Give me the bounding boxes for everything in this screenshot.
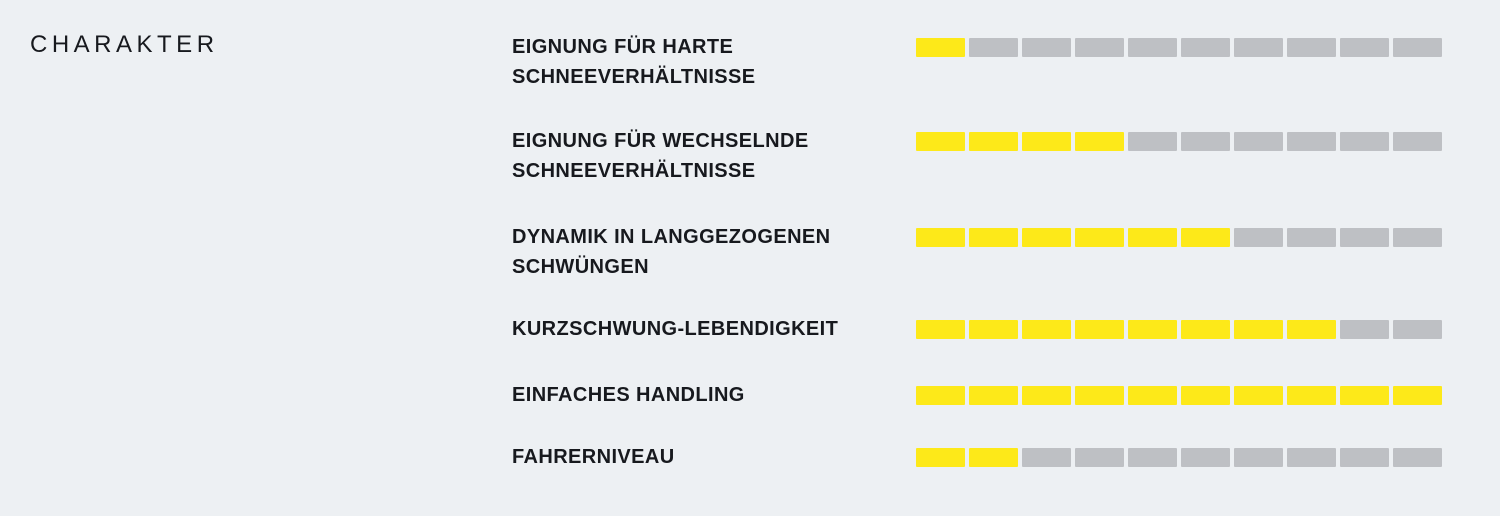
rating-segment-filled (1075, 385, 1124, 405)
rating-segment-empty (1340, 447, 1389, 467)
rating-segment-filled (1128, 385, 1177, 405)
rating-segment-empty (1075, 447, 1124, 467)
rating-segment-filled (1234, 319, 1283, 339)
rating-segment-empty (1393, 447, 1442, 467)
rating-segment-filled (1022, 131, 1071, 151)
rating-segment-filled (1075, 131, 1124, 151)
rating-segment-filled (969, 131, 1018, 151)
rating-segment-empty (1022, 447, 1071, 467)
rating-segment-filled (1393, 385, 1442, 405)
rating-segment-empty (1340, 37, 1389, 57)
rating-segment-empty (1128, 447, 1177, 467)
rating-row: EINFACHES HANDLING (512, 380, 1442, 410)
rating-segment-empty (1287, 447, 1336, 467)
rating-segment-empty (1340, 131, 1389, 151)
rating-segment-filled (1075, 319, 1124, 339)
rating-segment-empty (1393, 319, 1442, 339)
rating-label: EIGNUNG FÜR WECHSELNDE SCHNEEVERHÄLTNISS… (512, 130, 809, 182)
rating-row: FAHRERNIVEAU (512, 442, 1442, 472)
rating-segment-filled (969, 385, 1018, 405)
rating-bar (916, 319, 1442, 339)
rating-segment-empty (1234, 227, 1283, 247)
rating-row: EIGNUNG FÜR WECHSELNDE SCHNEEVERHÄLTNISS… (512, 126, 1442, 186)
rating-row: EIGNUNG FÜR HARTE SCHNEEVERHÄLTNISSE (512, 32, 1442, 92)
rating-segment-filled (1022, 319, 1071, 339)
rating-segment-filled (1287, 385, 1336, 405)
rating-segment-empty (1075, 37, 1124, 57)
rating-label: EIGNUNG FÜR HARTE SCHNEEVERHÄLTNISSE (512, 36, 756, 88)
rating-segment-filled (1022, 385, 1071, 405)
rating-bar (916, 227, 1442, 247)
rating-segment-filled (969, 447, 1018, 467)
rating-row: DYNAMIK IN LANGGEZOGENEN SCHWÜNGEN (512, 222, 1442, 282)
rating-segment-empty (1128, 37, 1177, 57)
rating-segment-filled (1181, 319, 1230, 339)
rating-segment-empty (1181, 131, 1230, 151)
rating-segment-empty (1181, 447, 1230, 467)
rating-segment-empty (1234, 447, 1283, 467)
rating-segment-filled (916, 37, 965, 57)
rating-label: EINFACHES HANDLING (512, 384, 745, 406)
rating-bar (916, 37, 1442, 57)
rating-segment-empty (1287, 37, 1336, 57)
rating-segment-filled (1340, 385, 1389, 405)
rating-bar (916, 447, 1442, 467)
section-title: CHARAKTER (30, 31, 219, 58)
rating-segment-empty (1022, 37, 1071, 57)
rating-segment-filled (1075, 227, 1124, 247)
rating-segment-filled (969, 319, 1018, 339)
rating-segment-filled (916, 319, 965, 339)
rating-segment-filled (1181, 227, 1230, 247)
rating-segment-empty (1340, 319, 1389, 339)
rating-segment-empty (1287, 227, 1336, 247)
rating-segment-empty (1234, 37, 1283, 57)
rating-segment-filled (969, 227, 1018, 247)
rating-segment-empty (1393, 37, 1442, 57)
rating-segment-filled (1022, 227, 1071, 247)
rating-segment-filled (916, 385, 965, 405)
rating-row: KURZSCHWUNG-LEBENDIGKEIT (512, 314, 1442, 344)
rating-segment-empty (1181, 37, 1230, 57)
rating-bar (916, 131, 1442, 151)
rating-bar (916, 385, 1442, 405)
rating-segment-empty (1340, 227, 1389, 247)
rating-segment-filled (916, 131, 965, 151)
rating-label: KURZSCHWUNG-LEBENDIGKEIT (512, 318, 839, 340)
rating-segment-filled (916, 227, 965, 247)
rating-label: DYNAMIK IN LANGGEZOGENEN SCHWÜNGEN (512, 226, 831, 278)
rating-segment-filled (1234, 385, 1283, 405)
rating-segment-filled (1128, 227, 1177, 247)
rating-segment-empty (1393, 227, 1442, 247)
rating-segment-filled (1287, 319, 1336, 339)
rating-segment-empty (1393, 131, 1442, 151)
rating-segment-filled (916, 447, 965, 467)
rating-segment-empty (1128, 131, 1177, 151)
rating-segment-empty (1234, 131, 1283, 151)
rating-segment-empty (1287, 131, 1336, 151)
rating-label: FAHRERNIVEAU (512, 446, 675, 468)
rating-segment-filled (1181, 385, 1230, 405)
rating-segment-empty (969, 37, 1018, 57)
rating-segment-filled (1128, 319, 1177, 339)
